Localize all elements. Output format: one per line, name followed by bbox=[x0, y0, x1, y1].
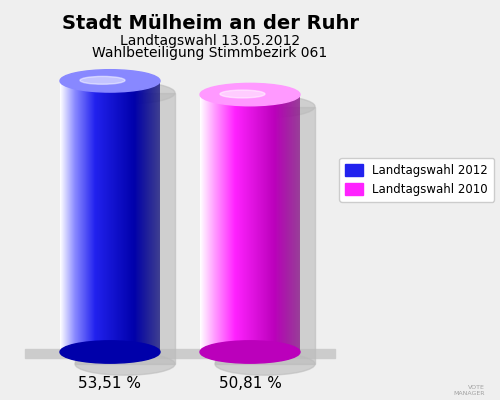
Ellipse shape bbox=[80, 76, 125, 84]
Ellipse shape bbox=[200, 341, 300, 363]
Text: Stadt Mülheim an der Ruhr: Stadt Mülheim an der Ruhr bbox=[62, 14, 358, 33]
Text: 50,81 %: 50,81 % bbox=[218, 376, 282, 391]
Ellipse shape bbox=[215, 353, 315, 375]
Text: Wahlbeteiligung Stimmbezirk 061: Wahlbeteiligung Stimmbezirk 061 bbox=[92, 46, 328, 60]
Ellipse shape bbox=[200, 83, 300, 106]
Ellipse shape bbox=[60, 70, 160, 92]
Text: 53,51 %: 53,51 % bbox=[78, 376, 142, 391]
Text: VOTE
MANAGER: VOTE MANAGER bbox=[454, 385, 485, 396]
Bar bbox=[25, 349, 335, 358]
Ellipse shape bbox=[75, 82, 175, 104]
Ellipse shape bbox=[220, 90, 265, 98]
Polygon shape bbox=[215, 106, 315, 364]
Text: Landtagswahl 13.05.2012: Landtagswahl 13.05.2012 bbox=[120, 34, 300, 48]
Ellipse shape bbox=[75, 353, 175, 375]
Ellipse shape bbox=[60, 341, 160, 363]
Polygon shape bbox=[75, 93, 175, 364]
Legend: Landtagswahl 2012, Landtagswahl 2010: Landtagswahl 2012, Landtagswahl 2010 bbox=[340, 158, 494, 202]
Ellipse shape bbox=[215, 95, 315, 118]
